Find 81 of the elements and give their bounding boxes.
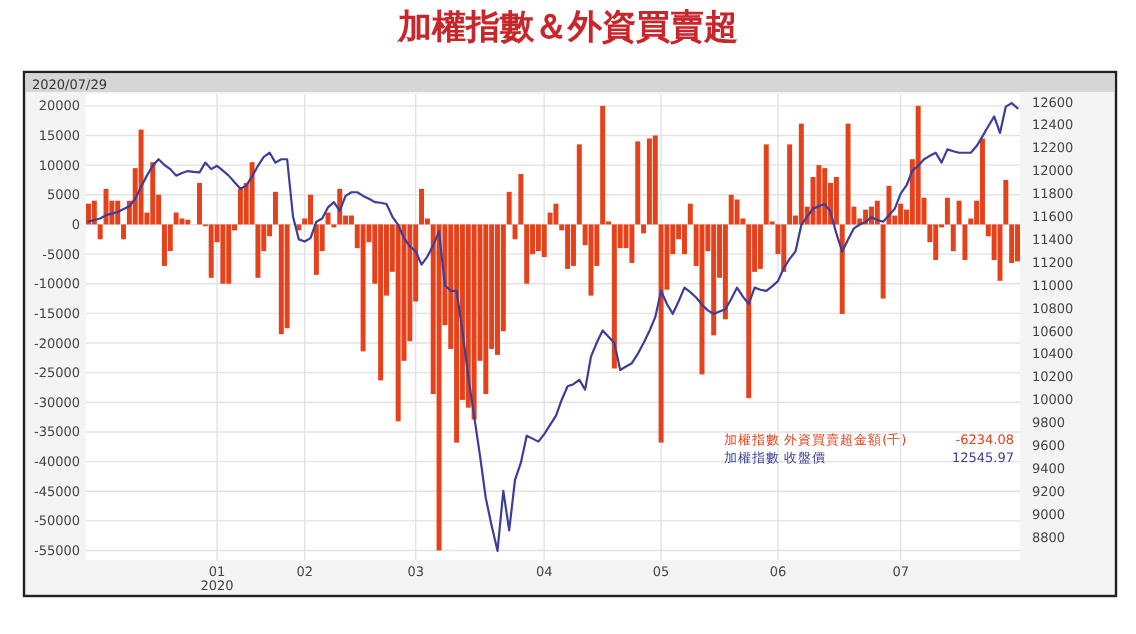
bar <box>278 224 284 335</box>
bar <box>681 224 687 255</box>
bar <box>734 199 740 225</box>
bar <box>1003 179 1009 225</box>
bar <box>237 188 243 225</box>
bar <box>419 188 425 225</box>
bar <box>915 105 921 225</box>
bar <box>635 141 641 225</box>
bar <box>547 212 553 225</box>
bar <box>360 224 366 352</box>
bar <box>436 224 442 551</box>
bar <box>524 224 530 284</box>
bar <box>138 129 144 225</box>
bar <box>1015 224 1020 262</box>
bar <box>255 224 261 278</box>
bar <box>641 224 647 234</box>
bar <box>1009 224 1015 263</box>
bar <box>898 203 904 225</box>
bar <box>629 224 635 263</box>
bar <box>652 135 658 225</box>
bar <box>197 182 202 225</box>
bar <box>757 224 763 269</box>
bar <box>308 194 313 225</box>
bar <box>600 105 606 225</box>
bar <box>495 224 500 355</box>
bar <box>395 224 401 422</box>
bar <box>471 224 477 420</box>
bar <box>313 224 319 275</box>
bar <box>272 191 278 225</box>
bar <box>570 224 576 266</box>
bar <box>787 144 793 225</box>
bar <box>208 224 214 278</box>
bar <box>833 177 839 225</box>
bar <box>348 215 354 225</box>
bar <box>880 224 886 299</box>
bar <box>781 224 787 272</box>
bar <box>962 224 968 260</box>
bar <box>950 224 956 252</box>
bar <box>541 224 547 258</box>
bar <box>565 224 571 269</box>
bar <box>284 224 290 329</box>
bar <box>944 197 950 225</box>
chart-title: 加權指數＆外資買賣超 <box>396 8 738 48</box>
bar <box>121 224 127 240</box>
bar <box>979 138 985 225</box>
bar <box>658 224 664 443</box>
bar <box>816 165 822 225</box>
bar <box>512 224 518 240</box>
bar <box>518 174 524 225</box>
bar <box>588 224 594 296</box>
bar <box>576 144 582 225</box>
bar <box>611 224 617 369</box>
bar <box>722 224 728 320</box>
bar <box>506 191 512 225</box>
bar <box>454 224 460 443</box>
bar <box>845 123 851 225</box>
bar <box>535 224 541 252</box>
bar <box>97 224 103 240</box>
bar <box>822 168 828 225</box>
bar <box>173 212 179 225</box>
bar <box>325 212 331 225</box>
bar <box>763 144 769 225</box>
bar <box>687 203 693 225</box>
bar <box>220 224 226 284</box>
bar <box>646 138 652 225</box>
bar <box>483 224 489 394</box>
bar <box>728 194 734 225</box>
bar <box>956 200 962 225</box>
bar <box>711 224 717 336</box>
bar <box>553 203 559 225</box>
bar <box>249 162 255 225</box>
bar <box>886 185 892 225</box>
bar <box>378 224 384 381</box>
bar <box>746 224 752 399</box>
bar <box>150 162 156 225</box>
bar <box>798 123 804 225</box>
line-series <box>87 102 1019 552</box>
bar <box>161 224 167 266</box>
bar <box>839 224 845 314</box>
bar <box>933 224 939 260</box>
bar <box>226 224 232 284</box>
